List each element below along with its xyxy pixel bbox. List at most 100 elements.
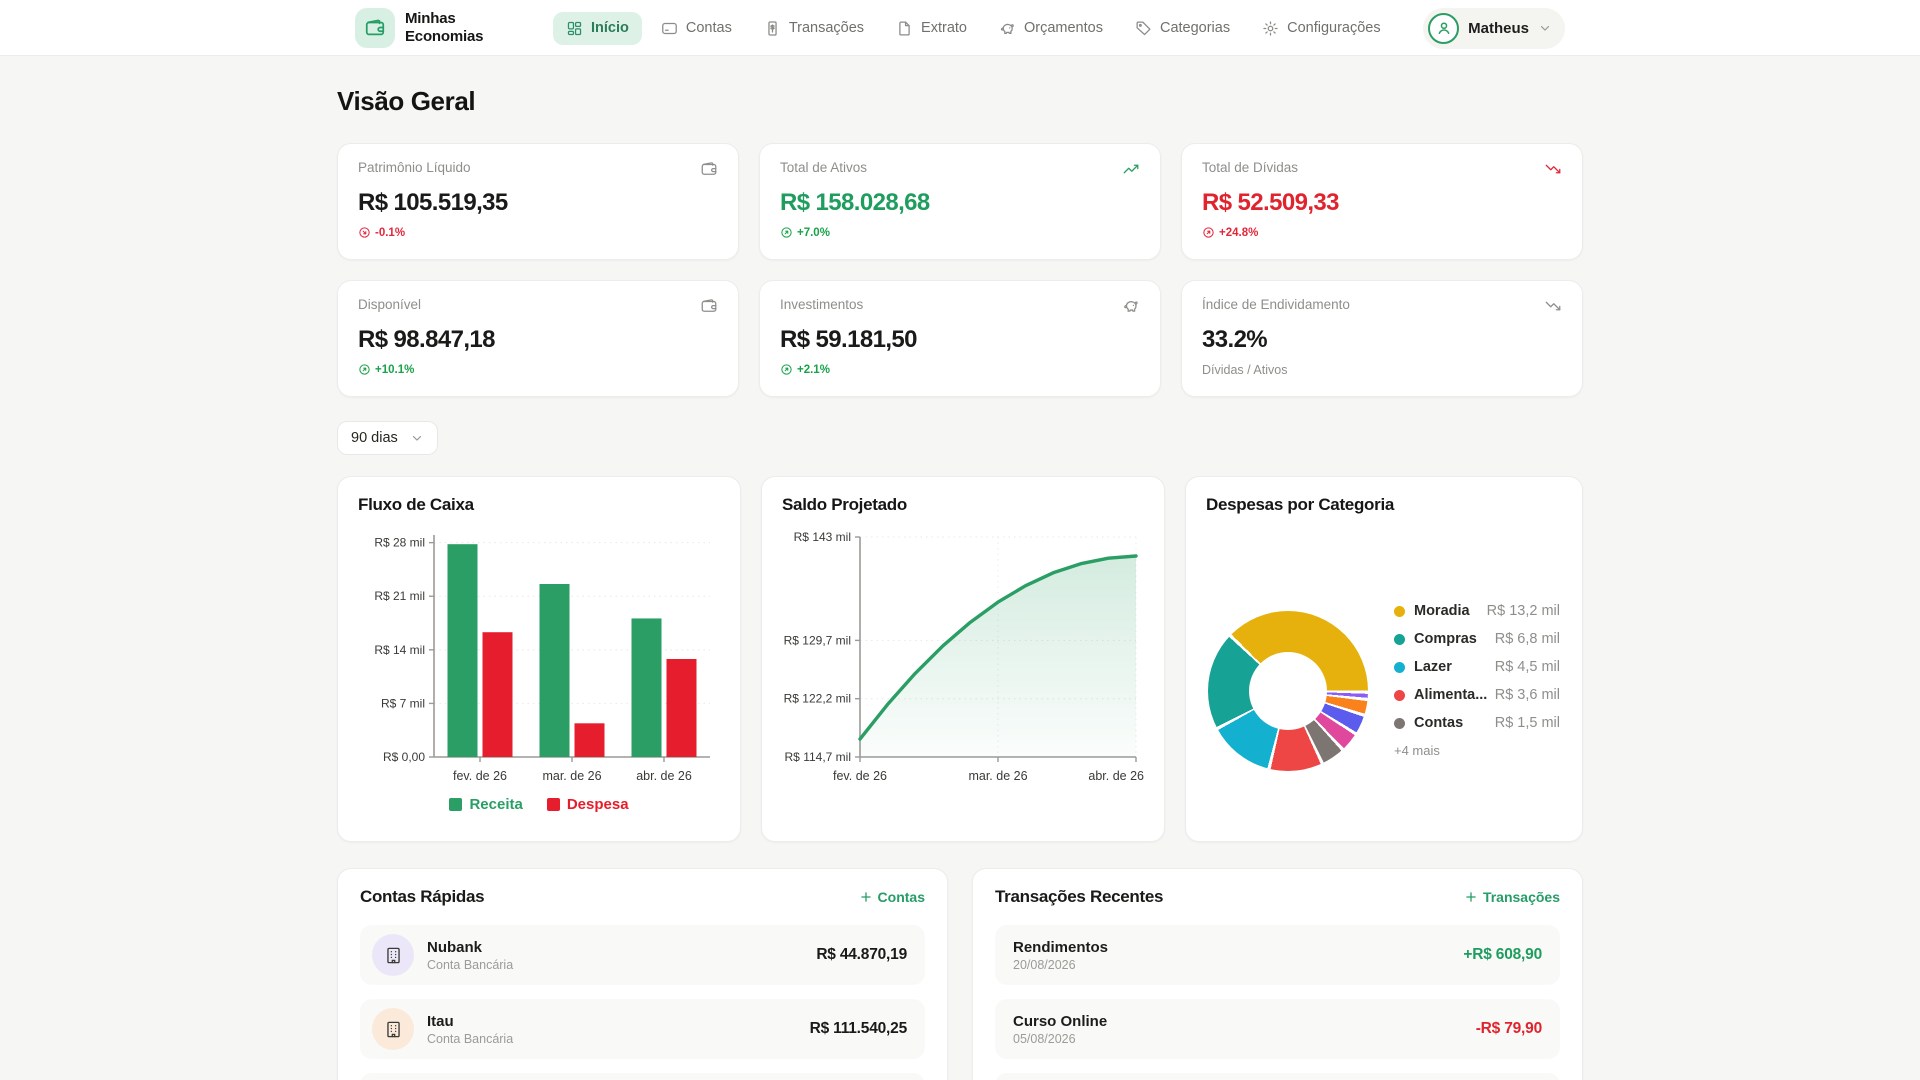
legend-item: Despesa [546, 796, 629, 813]
chevron-down-icon [1538, 21, 1552, 35]
svg-text:R$ 7 mil: R$ 7 mil [381, 696, 425, 710]
svg-text:fev. de 26: fev. de 26 [833, 769, 887, 783]
plus-icon [1464, 890, 1478, 904]
credit-card-icon [661, 20, 678, 37]
svg-text:abr. de 26: abr. de 26 [636, 769, 692, 783]
brand: Minhas Economias [355, 8, 501, 48]
user-avatar-icon [1428, 12, 1460, 44]
svg-text:R$ 143 mil: R$ 143 mil [794, 530, 851, 544]
recent-transactions-title: Transações Recentes [995, 887, 1164, 906]
stat-card: Total de Ativos R$ 158.028,68 +7.0% [759, 143, 1161, 260]
period-select-value: 90 dias [351, 430, 398, 446]
add-account-button[interactable]: Contas [859, 889, 925, 905]
nav-item-categorias[interactable]: Categorias [1122, 12, 1243, 45]
stat-title: Disponível [358, 297, 422, 312]
svg-text:R$ 28 mil: R$ 28 mil [374, 536, 425, 550]
nav-item-orçamentos[interactable]: Orçamentos [986, 12, 1116, 45]
cashflow-bar-chart: R$ 0,00 R$ 7 mil R$ 14 mil R$ 21 mil R$ 28 m… [358, 521, 720, 794]
svg-text:R$ 129,7 mil: R$ 129,7 mil [784, 633, 851, 647]
transaction-name: Curso Online [1013, 1012, 1108, 1030]
transaction-date: 20/08/2026 [1013, 957, 1076, 972]
piggy-bank-icon [999, 20, 1016, 37]
tag-icon [1135, 20, 1152, 37]
circle-arrow-up-icon [780, 363, 793, 376]
page-title: Visão Geral [337, 86, 476, 116]
svg-text:abr. de 26: abr. de 26 [1088, 769, 1144, 783]
wallet-icon [700, 160, 718, 178]
user-menu[interactable]: Matheus [1423, 7, 1565, 49]
trending-down-icon [1544, 160, 1562, 178]
circle-arrow-down-icon [358, 226, 371, 239]
add-transaction-button[interactable]: Transações [1464, 889, 1560, 905]
account-balance: R$ 111.540,25 [809, 1020, 908, 1037]
stat-value: 33.2% [1202, 326, 1268, 353]
donut-legend-item: Alimenta... R$ 3,6 mil [1394, 687, 1560, 703]
donut-legend-item: Lazer R$ 4,5 mil [1394, 659, 1560, 675]
projected-balance-card: Saldo Projetado R$ 114,7 mil R$ 122,2 mil… [761, 476, 1165, 842]
stat-title: Índice de Endividamento [1202, 297, 1350, 312]
transaction-name: Rendimentos [1013, 938, 1109, 956]
stat-card: Patrimônio Líquido R$ 105.519,35 -0.1% [337, 143, 739, 260]
grid-icon [566, 20, 583, 37]
stat-value: R$ 105.519,35 [358, 189, 508, 216]
account-row[interactable]: Itau Conta Bancária R$ 111.540,25 [360, 999, 925, 1059]
expenses-title: Despesas por Categoria [1206, 495, 1395, 514]
stat-change-badge: -0.1% [358, 226, 718, 239]
cashflow-title: Fluxo de Caixa [358, 495, 474, 514]
wallet-icon [700, 297, 718, 315]
transactions-list: Rendimentos 20/08/2026 +R$ 608,90 Curso Onl… [995, 925, 1560, 1080]
stat-card: Disponível R$ 98.847,18 +10.1% [337, 280, 739, 397]
wallet-logo-icon [355, 8, 395, 48]
expenses-legend: Moradia R$ 13,2 mil Compras R$ 6,8 mil Lazer… [1394, 603, 1560, 758]
donut-legend-item: Contas R$ 1,5 mil [1394, 715, 1560, 731]
quick-accounts-title: Contas Rápidas [360, 887, 485, 906]
donut-legend-item: Moradia R$ 13,2 mil [1394, 603, 1560, 619]
svg-text:R$ 0,00: R$ 0,00 [383, 750, 425, 764]
accounts-list: Nubank Conta Bancária R$ 44.870,19 Itau Cont… [360, 925, 925, 1080]
account-type: Conta Bancária [427, 957, 514, 972]
transaction-row[interactable]: Rendimentos 20/08/2026 +R$ 608,90 [995, 925, 1560, 985]
user-name: Matheus [1468, 19, 1529, 37]
stat-subtitle: Dívidas / Ativos [1202, 363, 1288, 377]
transaction-amount: -R$ 79,90 [1475, 1020, 1542, 1037]
transaction-row[interactable]: Curso Online 05/08/2026 -R$ 79,90 [995, 999, 1560, 1059]
stat-value: R$ 98.847,18 [358, 326, 496, 353]
account-name: Itau [427, 1012, 454, 1030]
period-select[interactable]: 90 dias [337, 421, 438, 455]
nav-item-transações[interactable]: Transações [751, 12, 877, 45]
building-icon [372, 934, 414, 976]
stat-title: Patrimônio Líquido [358, 160, 471, 175]
trending-up-icon [1122, 160, 1140, 178]
bottom-grid: Contas Rápidas Contas Nubank Conta Bancár… [337, 868, 1583, 1080]
svg-text:R$ 21 mil: R$ 21 mil [374, 589, 425, 603]
circle-arrow-up-icon [1202, 226, 1215, 239]
svg-text:R$ 122,2 mil: R$ 122,2 mil [784, 692, 851, 706]
nav-item-extrato[interactable]: Extrato [883, 12, 980, 45]
legend-item: Receita [449, 796, 523, 813]
quick-accounts-card: Contas Rápidas Contas Nubank Conta Bancár… [337, 868, 948, 1080]
stat-change-badge: +10.1% [358, 363, 718, 376]
account-type: Conta Bancária [427, 1031, 514, 1046]
nav-item-configurações[interactable]: Configurações [1249, 12, 1394, 45]
account-row[interactable]: Nubank Conta Bancária R$ 44.870,19 [360, 925, 925, 985]
projected-balance-area-chart: R$ 114,7 mil R$ 122,2 mil R$ 129,7 mil R$ 1… [782, 521, 1144, 794]
stat-title: Total de Dívidas [1202, 160, 1299, 175]
stat-title: Total de Ativos [780, 160, 868, 175]
expenses-by-category-card: Despesas por Categoria Moradia R$ 13,2 mi… [1185, 476, 1583, 842]
building-icon [372, 1008, 414, 1050]
charts-grid: Fluxo de Caixa R$ 0,00 R$ 7 mil R$ 14 mil R… [337, 476, 1583, 842]
donut-legend-item: Compras R$ 6,8 mil [1394, 631, 1560, 647]
cashflow-legend: Receita Despesa [358, 796, 720, 813]
svg-text:mar. de 26: mar. de 26 [542, 769, 601, 783]
navbar: Minhas Economias Início Contas Transações E… [0, 0, 1920, 56]
nav-item-início[interactable]: Início [553, 11, 642, 45]
transaction-amount: +R$ 608,90 [1463, 946, 1542, 963]
nav-item-contas[interactable]: Contas [648, 12, 745, 45]
svg-text:R$ 114,7 mil: R$ 114,7 mil [785, 750, 851, 764]
donut-legend-more: +4 mais [1394, 743, 1440, 758]
file-icon [896, 20, 913, 37]
account-balance: R$ 44.870,19 [816, 946, 907, 963]
projected-balance-title: Saldo Projetado [782, 495, 907, 514]
stat-value: R$ 52.509,33 [1202, 189, 1340, 216]
recent-transactions-card: Transações Recentes Transações Rendiment… [972, 868, 1583, 1080]
